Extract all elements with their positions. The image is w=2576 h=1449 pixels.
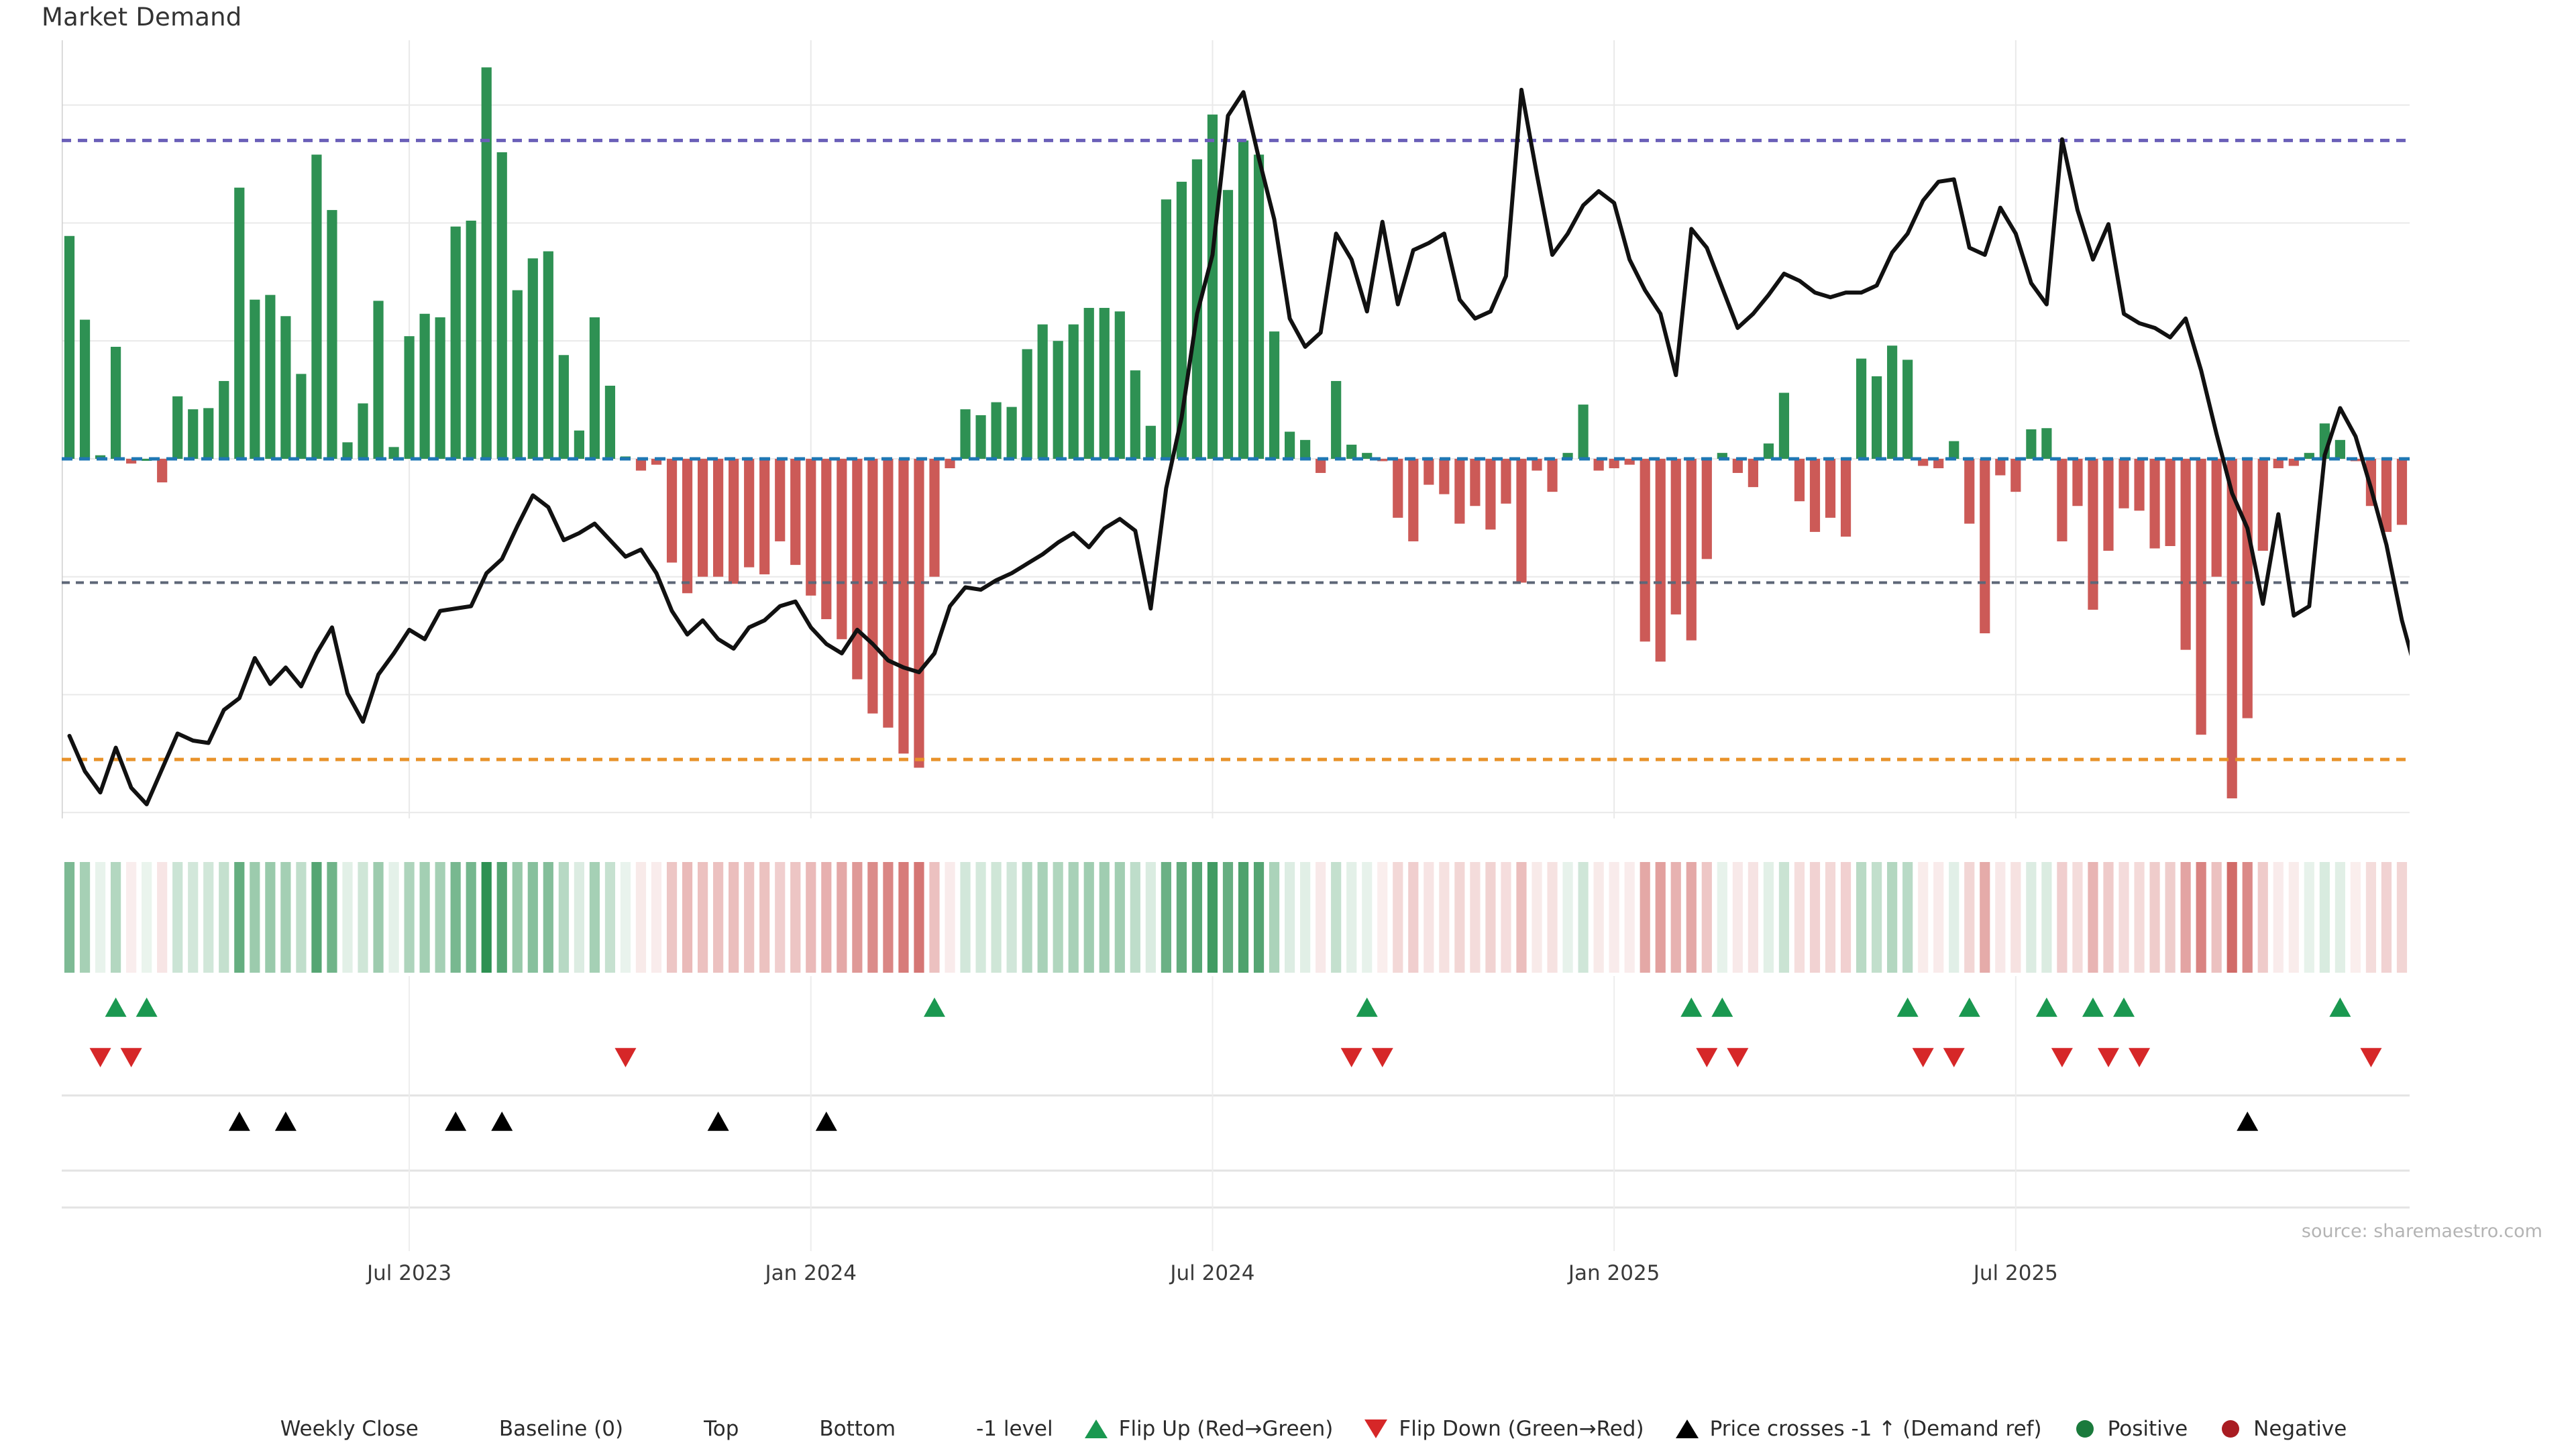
flip-down-marker (2051, 1048, 2073, 1067)
main-plot-svg: 3210−1−2−3Market Demand54.543.532.52Week… (62, 40, 2410, 818)
flip-up-marker (2329, 998, 2351, 1017)
triangle-up-icon (1083, 1419, 1110, 1438)
legend-label: Positive (2107, 1417, 2188, 1441)
dashed-line-swatch-icon (448, 1421, 490, 1436)
line-swatch-icon (229, 1421, 271, 1436)
demand-intensity-svg (64, 862, 2438, 973)
flip-down-marker (1696, 1048, 1718, 1067)
price-cross-marker (815, 1112, 837, 1131)
price-cross-marker (2237, 1112, 2259, 1131)
legend-label: Price crosses -1 ↑ (Demand ref) (1709, 1417, 2042, 1441)
dot-marker-icon (2217, 1420, 2244, 1438)
flip-down-marker (2129, 1048, 2151, 1067)
price-cross-marker (228, 1112, 250, 1131)
legend-label: Negative (2253, 1417, 2347, 1441)
legend-item-weekly-close[interactable]: Weekly Close (229, 1417, 419, 1441)
legend-item-bottom[interactable]: Bottom (768, 1417, 896, 1441)
legend-label: Flip Up (Red→Green) (1118, 1417, 1334, 1441)
main-plot-panel: 3210−1−2−3Market Demand54.543.532.52Week… (62, 40, 2410, 818)
flip-down-marker (120, 1048, 142, 1067)
chart-legend: Weekly Close Baseline (0) Top Bottom -1 leve… (0, 1409, 2576, 1449)
price-cross-marker (491, 1112, 513, 1131)
legend-label: Baseline (0) (498, 1417, 624, 1441)
flip-down-marker (1371, 1048, 1393, 1067)
flip-up-marker (1680, 998, 1703, 1017)
legend-item-flip-down[interactable]: Flip Down (Green→Red) (1362, 1417, 1644, 1441)
flip-down-marker (89, 1048, 111, 1067)
triangle-down-icon (1362, 1419, 1389, 1438)
flip-up-marker (136, 998, 158, 1017)
legend-item-positive[interactable]: Positive (2072, 1417, 2188, 1441)
flip-up-marker (1896, 998, 1919, 1017)
legend-item-negative[interactable]: Negative (2217, 1417, 2347, 1441)
price-cross-marker (445, 1112, 467, 1131)
flip-down-marker (614, 1048, 637, 1067)
x-axis: Jul 2023 Jan 2024 Jul 2024 Jan 2025 Jul 2025 (0, 1261, 2576, 1301)
dotted-line-swatch-icon (925, 1421, 967, 1436)
legend-label: Bottom (819, 1417, 896, 1441)
legend-label: Flip Down (Green→Red) (1399, 1417, 1644, 1441)
x-axis-tick: Jul 2025 (1973, 1261, 2058, 1285)
signal-marker-svg (62, 976, 2410, 1251)
chart-title: Market Demand (42, 3, 242, 32)
demand-intensity-strip (62, 862, 2438, 973)
flip-up-marker (2082, 998, 2104, 1017)
legend-item-flip-up[interactable]: Flip Up (Red→Green) (1083, 1417, 1334, 1441)
x-axis-tick: Jul 2023 (367, 1261, 452, 1285)
flip-up-marker (105, 998, 127, 1017)
x-axis-tick: Jan 2025 (1568, 1261, 1660, 1285)
flip-down-marker (2097, 1048, 2119, 1067)
signal-marker-panel (62, 976, 2410, 1251)
legend-item-top[interactable]: Top (653, 1417, 739, 1441)
flip-up-marker (2113, 998, 2135, 1017)
dot-marker-icon (2072, 1420, 2098, 1438)
flip-down-marker (2360, 1048, 2382, 1067)
flip-up-marker (1711, 998, 1733, 1017)
flip-down-marker (1912, 1048, 1934, 1067)
dotted-line-swatch-icon (768, 1421, 810, 1436)
flip-up-marker (1356, 998, 1378, 1017)
legend-item-price-crosses[interactable]: Price crosses -1 ↑ (Demand ref) (1674, 1417, 2042, 1441)
x-axis-tick: Jan 2024 (765, 1261, 857, 1285)
legend-item-minus-one-level[interactable]: -1 level (925, 1417, 1053, 1441)
flip-up-marker (2035, 998, 2057, 1017)
dotted-line-swatch-icon (653, 1421, 694, 1436)
price-cross-marker (274, 1112, 297, 1131)
x-axis-tick: Jul 2024 (1170, 1261, 1255, 1285)
legend-label: Top (704, 1417, 739, 1441)
legend-label: -1 level (976, 1417, 1053, 1441)
source-attribution: source: sharemaestro.com (2301, 1221, 2542, 1242)
flip-down-marker (1340, 1048, 1362, 1067)
legend-label: Weekly Close (280, 1417, 419, 1441)
triangle-black-icon (1674, 1419, 1701, 1438)
flip-down-marker (1943, 1048, 1965, 1067)
flip-up-marker (1958, 998, 1980, 1017)
flip-down-marker (1727, 1048, 1749, 1067)
price-cross-marker (707, 1112, 729, 1131)
flip-up-marker (923, 998, 945, 1017)
legend-item-baseline[interactable]: Baseline (0) (448, 1417, 623, 1441)
